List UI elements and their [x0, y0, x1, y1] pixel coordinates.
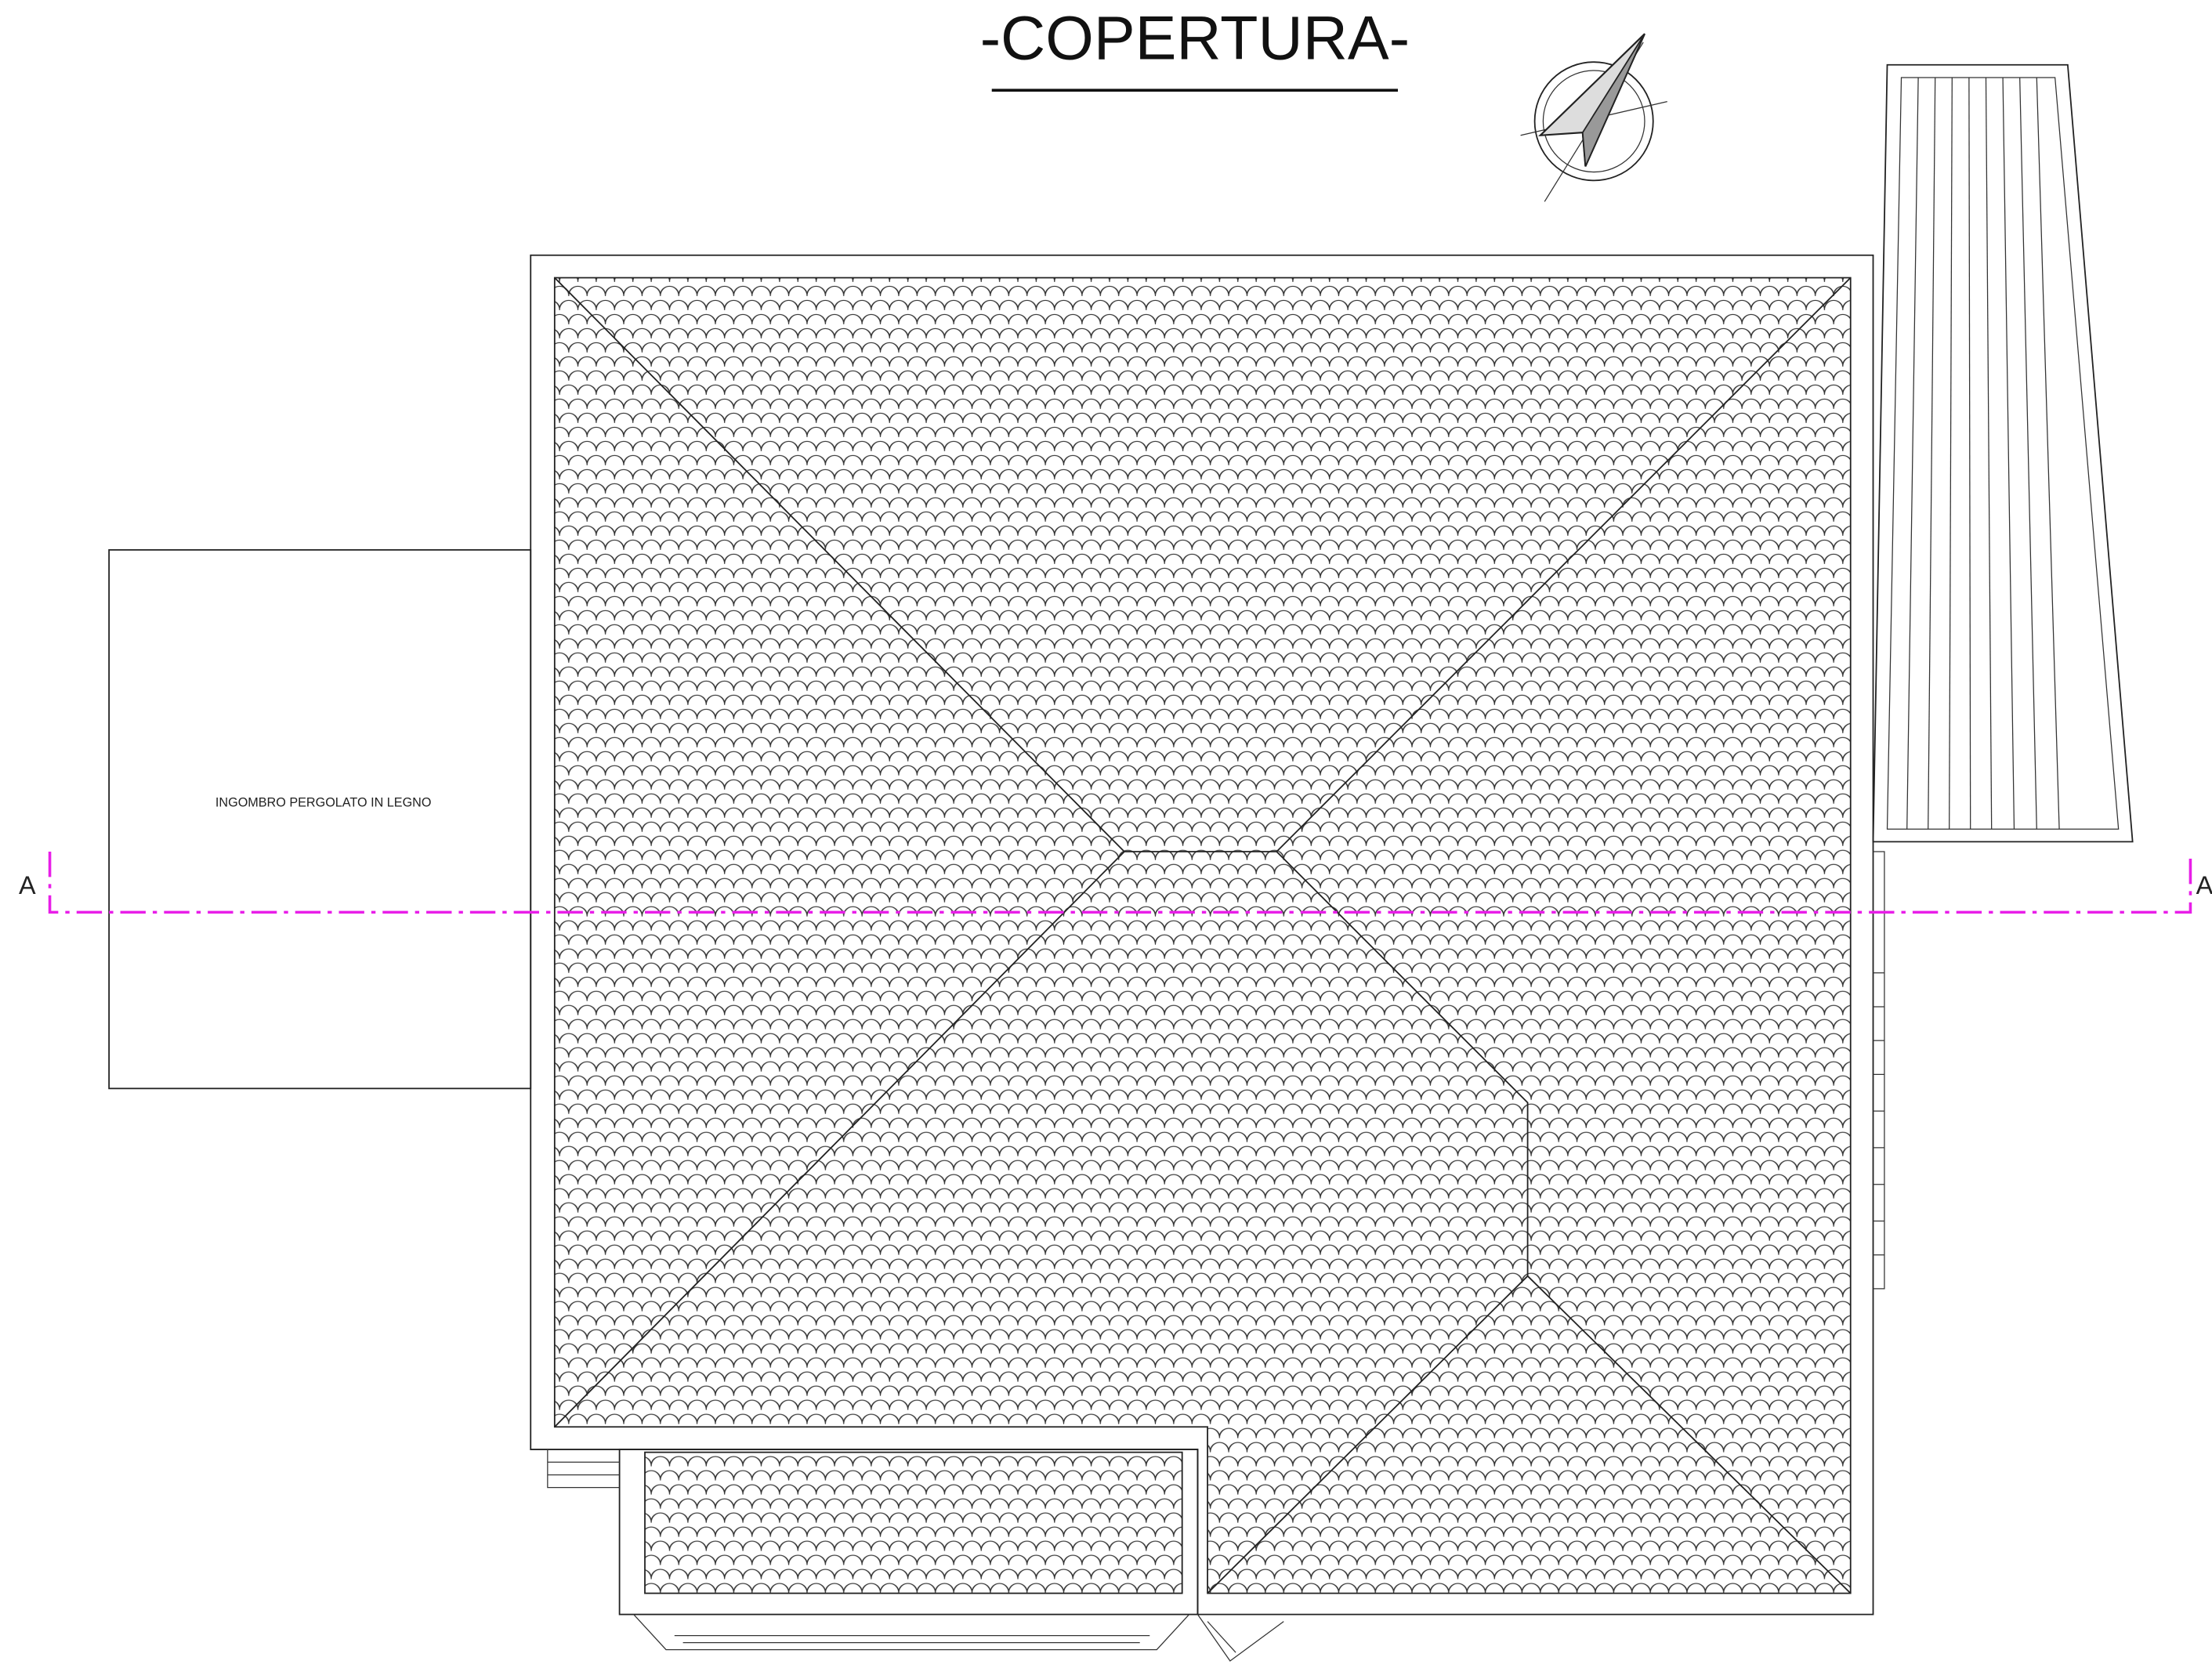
- side-panel: [1874, 65, 2133, 842]
- title: -COPERTURA-: [980, 3, 1410, 73]
- pergola: INGOMBRO PERGOLATO IN LEGNO: [109, 550, 530, 1088]
- section-label: A: [19, 871, 36, 899]
- pergola-label: INGOMBRO PERGOLATO IN LEGNO: [215, 795, 432, 809]
- north-arrow: [1521, 34, 1667, 201]
- section-label: A: [2196, 871, 2212, 899]
- drawing: -COPERTURA- INGOMBRO PERGOLATO IN LEGNO: [0, 0, 2212, 1668]
- page: -COPERTURA- INGOMBRO PERGOLATO IN LEGNO: [0, 0, 2212, 1668]
- roof: [530, 255, 1873, 1615]
